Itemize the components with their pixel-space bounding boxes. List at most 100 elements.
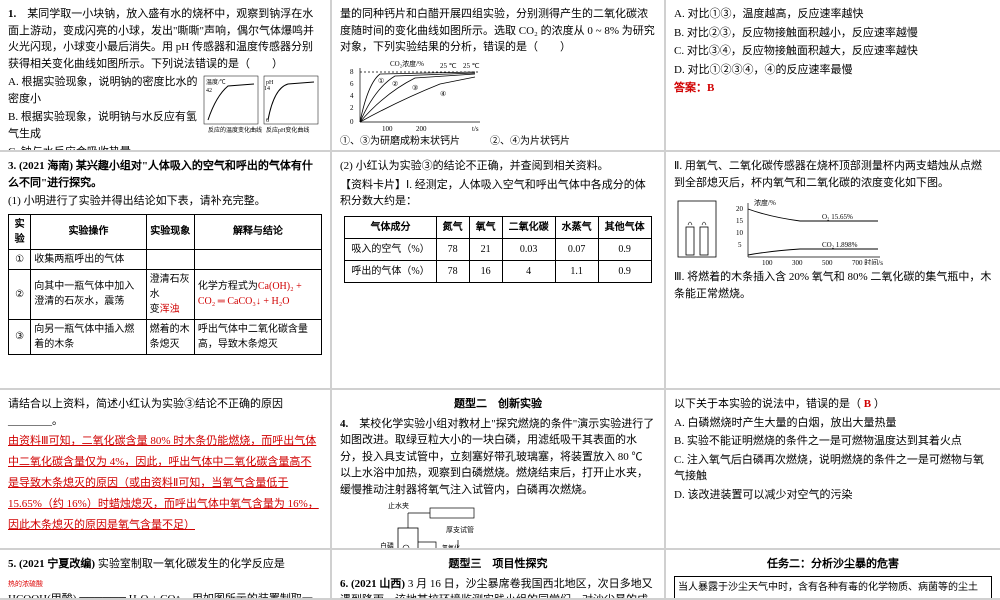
svg-text:①: ① bbox=[378, 77, 384, 85]
svg-text:③: ③ bbox=[412, 84, 418, 92]
svg-text:100: 100 bbox=[762, 259, 773, 265]
svg-text:700 时间/s: 700 时间/s bbox=[852, 258, 883, 265]
g13: 4 bbox=[502, 260, 555, 282]
svg-text:200: 200 bbox=[416, 125, 427, 133]
th0: 实验 bbox=[9, 214, 31, 249]
co2-label: CO₂ 1.898% bbox=[822, 241, 858, 249]
svg-text:25 ℃: 25 ℃ bbox=[440, 62, 457, 70]
cell-q6: 题型三 项目性探究 6. (2021 山西) 3 月 16 日，沙尘暴席卷我国西… bbox=[332, 550, 666, 600]
cell-q4: 题型二 创新实验 4. 某校化学实验小组对教材上"探究燃烧的条件"演示实验进行了… bbox=[332, 390, 666, 550]
sensor-chart: 浓度/% 20 15 10 5 O₂ 15.65% CO₂ 1.898% 100… bbox=[674, 195, 884, 265]
o2-label: O₂ 15.65% bbox=[822, 213, 853, 221]
svg-text:300: 300 bbox=[792, 259, 803, 265]
q4-optA: A. 白磷燃烧时产生大量的白烟，放出大量热量 bbox=[674, 415, 992, 432]
cell-q4-opts: 以下关于本实验的说法中，错误的是（ B ） A. 白磷燃烧时产生大量的白烟，放出… bbox=[666, 390, 1000, 550]
q5-body: 实验室制取一氧化碳发生的化学反应是 bbox=[98, 558, 285, 570]
svg-text:25 ℃: 25 ℃ bbox=[463, 62, 480, 70]
svg-text:20: 20 bbox=[736, 205, 744, 213]
ii-text: Ⅱ. 用氧气、二氧化碳传感器在烧杯顶部测量杯内两支蜡烛从点燃到全部熄灭后，杯内氧… bbox=[674, 158, 992, 191]
q3-sub1: (1) 小明进行了实验并得出结论如下表，请补充完整。 bbox=[8, 193, 322, 210]
q1-chart-svg: 温度/℃ 42 反应的温度变化曲线 pH 14 6 反应pH变化曲线 bbox=[202, 74, 322, 136]
r0c0: ① bbox=[9, 249, 31, 269]
g05: 0.9 bbox=[598, 238, 651, 260]
r0c1: 收集两瓶呼出的气体 bbox=[31, 249, 146, 269]
cell-task2: 任务二：分析沙尘暴的危害 当人暴露于沙尘天气中时，含有各种有毒的化学物质、病菌等… bbox=[666, 550, 1000, 600]
co2-chart: CO₂浓度/% 8 6 4 2 0 ① ② ③ ④ 25 ℃ 25 ℃ 100 … bbox=[340, 58, 490, 134]
cell-q1-cont: 量的同种钙片和白醋开展四组实验，分别测得产生的二氧化碳浓度随时间的变化曲线如图所… bbox=[332, 0, 666, 152]
q1-optC: C. 钠与水反应会吸收热量 bbox=[8, 144, 202, 152]
gth4: 水蒸气 bbox=[555, 216, 598, 238]
g15: 0.9 bbox=[598, 260, 651, 282]
task2-hdr: 任务二：分析沙尘暴的危害 bbox=[674, 556, 992, 573]
gas-table: 气体成分氮气氧气二氧化碳水蒸气其他气体 吸入的空气（%）78210.030.07… bbox=[344, 216, 651, 283]
svg-text:42: 42 bbox=[206, 88, 212, 94]
q1-optA: A. 根据实验现象，说明钠的密度比水的密度小 bbox=[8, 74, 202, 107]
q1-xlabel1: 反应的温度变化曲线 bbox=[208, 126, 262, 134]
optA: A. 对比①③，温度越高，反应速率越快 bbox=[674, 6, 992, 23]
svg-text:浓度/%: 浓度/% bbox=[754, 198, 776, 207]
svg-text:500: 500 bbox=[822, 259, 833, 265]
q3a-prompt: 请结合以上资料，简述小红认为实验③结论不正确的原因________。 bbox=[8, 396, 322, 429]
svg-text:100: 100 bbox=[382, 125, 393, 133]
r0c3 bbox=[194, 249, 321, 269]
r1c1c: 向其中一瓶气体中加入澄清的石灰水，震荡 bbox=[31, 269, 146, 319]
q1-xlabel2: 反应pH变化曲线 bbox=[266, 126, 309, 134]
q4-prompt: 以下关于本实验的说法中，错误的是（ B ） bbox=[674, 396, 992, 413]
foot1: ①、③为研磨成粉末状钙片 bbox=[340, 136, 460, 147]
svg-text:白磷: 白磷 bbox=[380, 541, 394, 550]
line1: (2) 小红认为实验③的结论不正确，并查阅到相关资料。 bbox=[340, 158, 656, 175]
q4-optB: B. 实验不能证明燃烧的条件之一是可燃物温度达到其着火点 bbox=[674, 433, 992, 450]
answer: 答案：B bbox=[674, 80, 992, 97]
q1c-text: 量的同种钙片和白醋开展四组实验，分别测得产生的二氧化碳浓度随时间的变化曲线如图所… bbox=[340, 6, 656, 56]
svg-text:2: 2 bbox=[350, 104, 354, 112]
q5-text: 5. (2021 宁夏改编) 实验室制取一氧化碳发生的化学反应是 bbox=[8, 556, 322, 573]
eq-tag: 热的浓硫酸 bbox=[8, 580, 43, 588]
svg-text:8: 8 bbox=[350, 68, 354, 76]
q4-num: 4. bbox=[340, 418, 348, 430]
r1c3c: 化学方程式为Ca(OH)₂ + CO₂ ═ CaCO₃↓ + H₂O bbox=[194, 269, 321, 319]
svg-text:6: 6 bbox=[350, 80, 354, 88]
g14: 1.1 bbox=[555, 260, 598, 282]
optC: C. 对比③④，反应物接触面积越大，反应速率越快 bbox=[674, 43, 992, 60]
q1-ylabel: 温度/℃ bbox=[206, 78, 226, 86]
g01: 78 bbox=[436, 238, 469, 260]
gth1: 氮气 bbox=[436, 216, 469, 238]
q5-eqtext: HCOOH(甲酸) ══════ H₂O + CO↑。用如图所示的装置制取一氧化 bbox=[8, 593, 313, 600]
svg-text:②: ② bbox=[392, 80, 398, 88]
q5-num: 5. (2021 宁夏改编) bbox=[8, 558, 95, 570]
cell-q3-chart: Ⅱ. 用氧气、二氧化碳传感器在烧杯顶部测量杯内两支蜡烛从点燃到全部熄灭后，杯内氧… bbox=[666, 152, 1000, 390]
gth3: 二氧化碳 bbox=[502, 216, 555, 238]
q1-charts: 温度/℃ 42 反应的温度变化曲线 pH 14 6 反应pH变化曲线 bbox=[202, 74, 322, 152]
apparatus: 止水夹 白磷 厚支试管 氢氧化 钠溶液 bbox=[340, 500, 480, 550]
q4-text: 4. 某校化学实验小组对教材上"探究燃烧的条件"演示实验进行了如图改进。取绿豆粒… bbox=[340, 416, 656, 499]
experiment-table: 实验实验操作实验现象解释与结论 ①收集两瓶呼出的气体 ②向其中一瓶气体中加入澄清… bbox=[8, 214, 322, 355]
g04: 0.07 bbox=[555, 238, 598, 260]
cell-q1: 1. 某同学取一小块钠，放入盛有水的烧杯中，观察到钠浮在水面上游动，变成闪亮的小… bbox=[0, 0, 332, 152]
q4-body: 某校化学实验小组对教材上"探究燃烧的条件"演示实验进行了如图改进。取绿豆粒大小的… bbox=[340, 418, 654, 496]
svg-text:10: 10 bbox=[736, 229, 744, 237]
type2-hdr: 题型二 创新实验 bbox=[340, 396, 656, 413]
g11: 78 bbox=[436, 260, 469, 282]
cell-q3-answer: 请结合以上资料，简述小红认为实验③结论不正确的原因________。 由资料Ⅲ可… bbox=[0, 390, 332, 550]
r2c1c: 向另一瓶气体中插入燃着的木条 bbox=[31, 319, 146, 354]
eq: Ca(OH)₂ + CO₂ ═ CaCO₃↓ + H₂O bbox=[198, 281, 302, 307]
svg-text:4: 4 bbox=[350, 92, 354, 100]
q3a-answer: 由资料Ⅲ可知，二氧化碳含量 80% 时木条仍能燃烧，而呼出气体中二氧化碳含量仅为… bbox=[8, 431, 322, 535]
card-title: 【资料卡片】Ⅰ. 经测定，人体吸入空气和呼出气体中各成分的体积分数大约是： bbox=[340, 177, 656, 210]
q6-text: 6. (2021 山西) 3 月 16 日，沙尘暴席卷我国西北地区，次日多地又遇… bbox=[340, 576, 656, 600]
g03: 0.03 bbox=[502, 238, 555, 260]
foot2: ②、④为片状钙片 bbox=[490, 136, 570, 147]
q1-text: 1. 某同学取一小块钠，放入盛有水的烧杯中，观察到钠浮在水面上游动，变成闪亮的小… bbox=[8, 6, 322, 72]
g10: 呼出的气体（%） bbox=[345, 260, 436, 282]
gth5: 其他气体 bbox=[598, 216, 651, 238]
q1-optB: B. 根据实验现象，说明钠与水反应有氢气生成 bbox=[8, 109, 202, 142]
r1c0: ② bbox=[9, 269, 31, 319]
q1-num: 1. bbox=[8, 8, 16, 20]
q5-eq: 热的浓硫酸 HCOOH(甲酸) ══════ H₂O + CO↑。用如图所示的装置… bbox=[8, 575, 322, 600]
g00: 吸入的空气（%） bbox=[345, 238, 436, 260]
th3: 解释与结论 bbox=[194, 214, 321, 249]
q1-body: 某同学取一小块钠，放入盛有水的烧杯中，观察到钠浮在水面上游动，变成闪亮的小球，发… bbox=[8, 8, 314, 70]
q6-num: 6. (2021 山西) bbox=[340, 578, 405, 590]
cell-q3: 3. (2021 海南) 某兴趣小组对"人体吸入的空气和呼出的气体有什么不同"进… bbox=[0, 152, 332, 390]
r1c2c: 澄清石灰水变浑浊 bbox=[146, 269, 194, 319]
